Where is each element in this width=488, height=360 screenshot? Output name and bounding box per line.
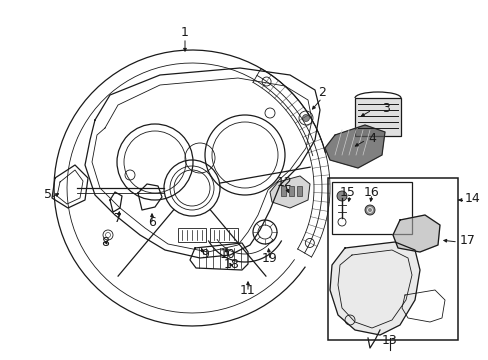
Text: 10: 10: [220, 248, 235, 261]
Text: 14: 14: [464, 192, 480, 204]
Bar: [327, 178, 457, 340]
Bar: [331, 182, 411, 234]
Text: 5: 5: [44, 189, 52, 202]
Bar: [178, 228, 205, 242]
Text: 7: 7: [114, 211, 122, 225]
Bar: [209, 228, 238, 242]
Polygon shape: [392, 215, 439, 252]
Polygon shape: [269, 176, 309, 208]
Circle shape: [302, 114, 309, 122]
Bar: [296, 186, 302, 196]
Polygon shape: [325, 125, 384, 168]
Text: 19: 19: [262, 252, 277, 265]
Text: 1: 1: [181, 26, 188, 39]
Bar: [354, 98, 400, 136]
Text: 17: 17: [459, 234, 475, 247]
Polygon shape: [329, 242, 419, 335]
Text: 15: 15: [339, 186, 355, 199]
Text: 2: 2: [317, 85, 325, 99]
Text: 12: 12: [277, 175, 292, 189]
Text: 4: 4: [367, 131, 375, 144]
Circle shape: [364, 205, 374, 215]
Text: 16: 16: [364, 185, 379, 198]
Text: 6: 6: [148, 216, 156, 229]
Text: 9: 9: [201, 248, 208, 261]
Circle shape: [336, 191, 346, 201]
Text: 11: 11: [240, 284, 255, 297]
Text: 3: 3: [381, 102, 389, 114]
Text: 18: 18: [224, 258, 240, 271]
Bar: [281, 186, 285, 196]
Bar: [288, 186, 293, 196]
Text: 13: 13: [381, 333, 397, 346]
Text: 8: 8: [101, 235, 109, 248]
